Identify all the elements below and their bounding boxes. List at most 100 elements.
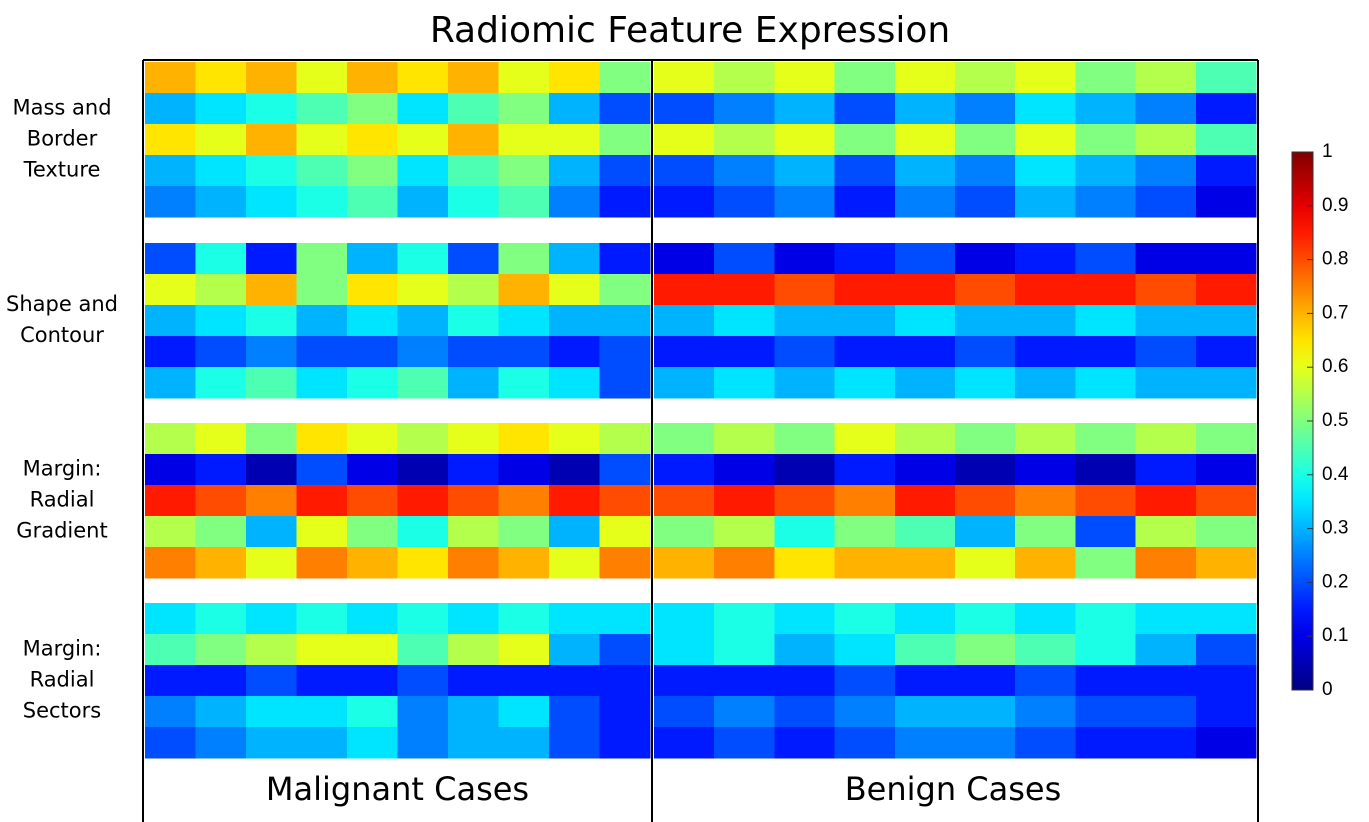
heatmap-cell (1135, 665, 1197, 697)
heatmap-cell (1015, 634, 1076, 666)
heatmap-cell (599, 155, 651, 187)
heatmap-cell (654, 423, 715, 455)
heatmap-cell (834, 367, 896, 399)
heatmap-cell (397, 547, 449, 579)
heatmap-cell (599, 367, 651, 399)
heatmap-cell (1075, 516, 1137, 548)
heatmap-cell (955, 305, 1016, 337)
heatmap-cell (1195, 186, 1257, 218)
heatmap-cell (549, 155, 600, 187)
heatmap-cell (448, 454, 499, 486)
heatmap-cell (549, 603, 600, 635)
heatmap-cell (1195, 155, 1257, 187)
heatmap-cell (145, 305, 196, 337)
heatmap-cell (654, 547, 715, 579)
heatmap-cell (599, 305, 651, 337)
heatmap-cell (448, 124, 499, 156)
heatmap-cell (347, 603, 398, 635)
heatmap-cell (1135, 186, 1197, 218)
heatmap-cell (1195, 423, 1257, 455)
heatmap-cell (654, 155, 715, 187)
heatmap-cell (448, 547, 499, 579)
heatmap-cell (955, 696, 1016, 728)
heatmap-cell (347, 186, 398, 218)
heatmap-cell (654, 336, 715, 368)
heatmap-cell (145, 727, 196, 759)
heatmap-cell (145, 603, 196, 635)
heatmap-cell (246, 516, 297, 548)
heatmap-cell (834, 696, 896, 728)
heatmap-cell (714, 454, 775, 486)
heatmap-cell (1075, 124, 1137, 156)
heatmap-cell (834, 62, 896, 94)
heatmap-cell (296, 516, 348, 548)
heatmap-cell (246, 423, 297, 455)
heatmap-cell (834, 336, 896, 368)
heatmap-cell (1015, 243, 1076, 275)
heatmap-cell (498, 93, 550, 125)
heatmap-cell (448, 367, 499, 399)
heatmap-cell (448, 634, 499, 666)
heatmap-cell (195, 305, 247, 337)
heatmap-cell (296, 124, 348, 156)
heatmap-cell (1135, 367, 1197, 399)
heatmap-cell (1195, 336, 1257, 368)
colorbar-tick-label: 1 (1322, 141, 1333, 162)
heatmap-cell (1195, 124, 1257, 156)
heatmap-cell (654, 274, 715, 306)
heatmap-cell (894, 603, 956, 635)
heatmap (145, 62, 1257, 759)
frame (142, 59, 1259, 822)
heatmap-cell (549, 727, 600, 759)
heatmap-cell (195, 485, 247, 517)
heatmap-cell (498, 423, 550, 455)
heatmap-cell (296, 547, 348, 579)
heatmap-cell (955, 485, 1016, 517)
heatmap-cell (654, 634, 715, 666)
heatmap-cell (955, 93, 1016, 125)
heatmap-cell (955, 423, 1016, 455)
heatmap-cell (1015, 186, 1076, 218)
heatmap-cell (397, 727, 449, 759)
heatmap-cell (1195, 485, 1257, 517)
heatmap-cell (1135, 274, 1197, 306)
heatmap-cell (195, 727, 247, 759)
heatmap-cell (599, 243, 651, 275)
colorbar-tick-label: 0.9 (1322, 195, 1348, 216)
heatmap-cell (1075, 243, 1137, 275)
colorbar-tick-label: 0.3 (1322, 518, 1348, 539)
heatmap-cell (1075, 367, 1137, 399)
heatmap-cell (246, 186, 297, 218)
heatmap-cell (654, 367, 715, 399)
heatmap-cell (1015, 155, 1076, 187)
heatmap-cell (448, 93, 499, 125)
heatmap-cell (1195, 603, 1257, 635)
heatmap-cell (894, 367, 956, 399)
heatmap-cell (1195, 727, 1257, 759)
heatmap-cell (599, 696, 651, 728)
heatmap-cell (834, 155, 896, 187)
heatmap-cell (894, 62, 956, 94)
heatmap-cell (296, 485, 348, 517)
heatmap-cell (1015, 665, 1076, 697)
heatmap-cell (498, 305, 550, 337)
heatmap-cell (246, 305, 297, 337)
heatmap-cell (774, 603, 836, 635)
heatmap-cell (1135, 454, 1197, 486)
heatmap-cell (774, 547, 836, 579)
heatmap-cell (714, 274, 775, 306)
heatmap-cell (1135, 155, 1197, 187)
heatmap-cell (549, 423, 600, 455)
heatmap-cell (1195, 665, 1257, 697)
heatmap-cell (894, 454, 956, 486)
heatmap-cell (894, 727, 956, 759)
heatmap-cell (448, 603, 499, 635)
heatmap-cell (599, 274, 651, 306)
row-label: Gradient (16, 519, 107, 543)
heatmap-cell (774, 93, 836, 125)
heatmap-cell (714, 603, 775, 635)
colorbar-tick-label: 0.5 (1322, 410, 1348, 431)
heatmap-cell (1015, 336, 1076, 368)
heatmap-cell (195, 547, 247, 579)
heatmap-cell (347, 727, 398, 759)
